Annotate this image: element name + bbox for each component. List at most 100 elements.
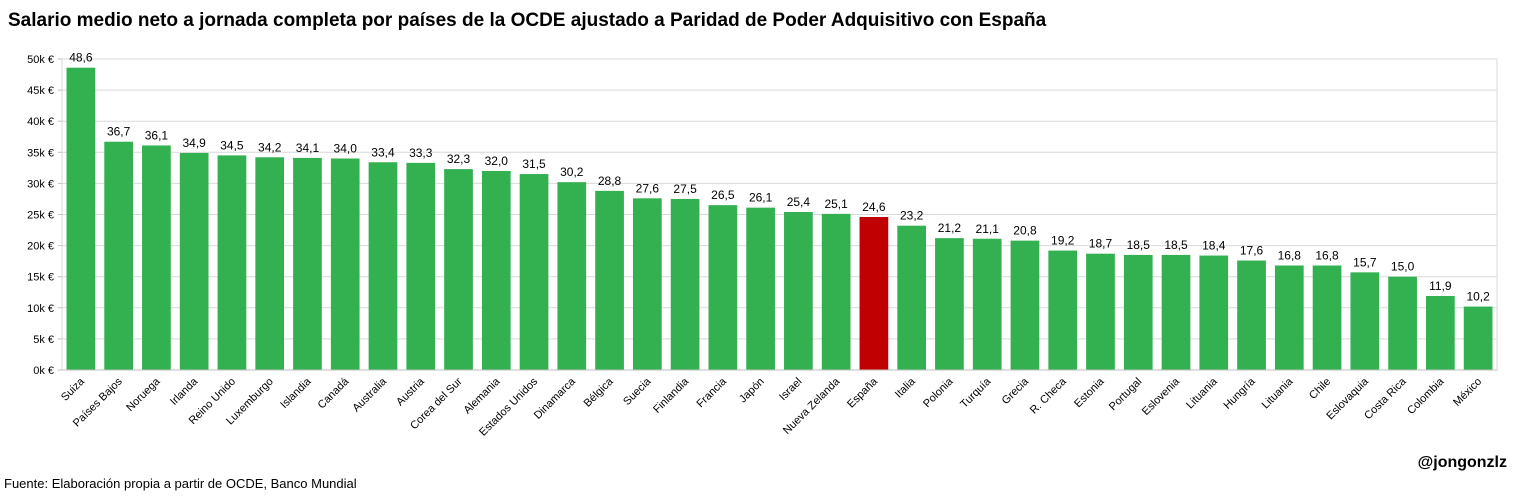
bar: [444, 169, 473, 370]
data-label: 18,5: [1164, 238, 1188, 252]
bar: [1048, 250, 1078, 370]
bar: [519, 174, 549, 370]
x-tick-label: Suiza: [59, 375, 88, 404]
x-tick-label: México: [1451, 376, 1484, 409]
data-label: 17,6: [1240, 244, 1264, 258]
x-tick-label: Austria: [394, 375, 427, 408]
x-tick-label: Francia: [695, 375, 730, 410]
y-tick-label: 15k €: [27, 272, 54, 284]
author-handle: @jongonzlz: [1417, 454, 1507, 471]
data-label: 15,0: [1391, 260, 1415, 274]
bar: [255, 157, 285, 370]
data-label: 34,0: [334, 142, 358, 156]
bar: [897, 225, 927, 370]
x-tick-label: Israel: [777, 376, 805, 404]
x-tick-label: Finlandia: [651, 375, 692, 416]
bar: [670, 198, 700, 370]
data-label: 21,2: [938, 221, 962, 235]
x-tick-label: R. Checa: [1028, 375, 1070, 417]
x-tick-label: Costa Rica: [1362, 375, 1409, 422]
bar: [293, 157, 322, 370]
bar: [142, 145, 171, 370]
bar: [708, 205, 738, 370]
data-label: 16,8: [1315, 249, 1339, 263]
source-note: Fuente: Elaboración propia a partir de O…: [4, 476, 357, 491]
bar: [1199, 255, 1229, 370]
data-label: 32,3: [447, 152, 471, 166]
bar: [821, 213, 851, 370]
x-tick-label: Noruega: [124, 375, 163, 414]
data-label: 19,2: [1051, 234, 1075, 248]
y-tick-label: 45k €: [27, 85, 54, 97]
data-label: 36,1: [145, 128, 169, 142]
bar: [368, 162, 398, 370]
bar: [557, 182, 587, 370]
bar: [595, 190, 624, 370]
bar: [1312, 265, 1342, 370]
data-label: 25,4: [787, 195, 811, 209]
data-label: 48,6: [69, 51, 93, 65]
y-tick-label: 0k €: [33, 365, 54, 377]
bar: [330, 158, 360, 370]
bar: [66, 67, 96, 370]
data-label: 25,1: [824, 197, 848, 211]
data-label: 20,8: [1013, 224, 1037, 238]
bar: [1010, 240, 1040, 370]
data-label: 16,8: [1278, 249, 1302, 263]
data-label: 11,9: [1429, 279, 1452, 293]
bar: [1237, 260, 1266, 370]
bar: [784, 212, 813, 370]
y-tick-label: 5k €: [33, 334, 54, 346]
bar: [481, 170, 511, 370]
bar-chart: 0k € 5k € 10k € 15k € 20k € 25k € 30k € 35k € 40…: [27, 51, 1498, 439]
y-tick-label: 40k €: [27, 116, 54, 128]
x-tick-label: Irlanda: [168, 375, 201, 408]
x-tick-label: Hungría: [1221, 375, 1258, 412]
bar: [1161, 254, 1191, 370]
data-label: 34,2: [258, 140, 282, 154]
data-label: 21,1: [976, 222, 1000, 236]
bar: [1123, 254, 1153, 370]
bar: [859, 216, 889, 370]
data-label: 34,9: [182, 136, 206, 150]
data-label: 27,6: [636, 181, 660, 195]
x-tick-label: Suecia: [621, 375, 654, 408]
bar: [1388, 276, 1417, 370]
data-label: 10,2: [1466, 290, 1490, 304]
data-label: 34,1: [296, 141, 320, 155]
bar: [1086, 253, 1115, 370]
data-label: 26,1: [749, 191, 773, 205]
x-tick-label: Canadá: [316, 375, 352, 411]
data-label: 18,4: [1202, 239, 1226, 253]
x-tick-label: Chile: [1307, 376, 1333, 402]
data-label: 23,2: [900, 209, 924, 223]
bar: [935, 238, 964, 370]
data-label: 24,6: [862, 200, 886, 214]
bar: [632, 198, 662, 370]
bar: [179, 152, 209, 370]
x-tick-label: España: [845, 375, 880, 410]
data-label: 15,7: [1353, 255, 1377, 269]
y-tick-label: 35k €: [27, 147, 54, 159]
bar: [1274, 265, 1304, 370]
y-tick-label: 30k €: [27, 178, 54, 190]
x-tick-label: Portugal: [1107, 376, 1144, 413]
data-label: 34,5: [220, 138, 244, 152]
x-tick-label: Grecia: [1000, 375, 1032, 407]
data-label: 26,5: [711, 188, 735, 202]
bar: [104, 141, 133, 370]
data-label: 28,8: [598, 174, 622, 188]
y-tick-label: 25k €: [27, 210, 54, 222]
x-tick-label: Turquía: [958, 375, 994, 411]
x-tick-label: Polonia: [921, 375, 956, 410]
x-tick-label: Italia: [893, 375, 919, 401]
x-tick-label: Japón: [737, 376, 767, 406]
x-tick-label: Lituania: [1184, 375, 1220, 411]
data-label: 32,0: [485, 154, 509, 168]
bar: [1426, 295, 1455, 370]
x-tick-label: Colombia: [1405, 375, 1447, 417]
data-label: 33,4: [371, 145, 395, 159]
x-tick-label: Islandia: [278, 375, 314, 411]
x-tick-label: Estonia: [1072, 375, 1107, 410]
x-tick-label: Lituania: [1260, 375, 1296, 411]
